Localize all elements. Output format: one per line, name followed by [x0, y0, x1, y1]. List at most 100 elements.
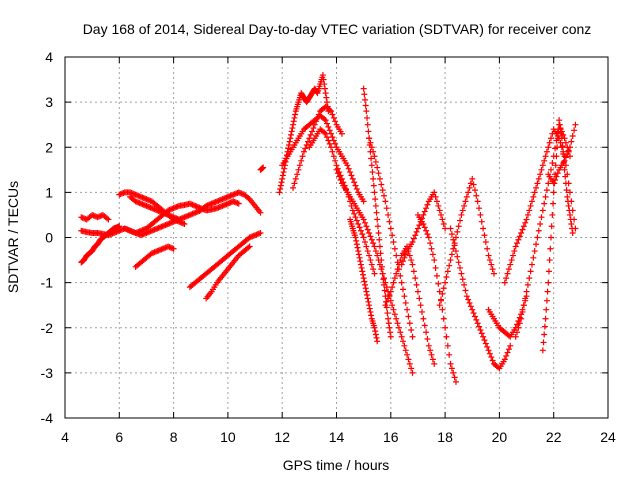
data-point: [455, 223, 462, 230]
data-point: [356, 224, 363, 231]
data-point: [572, 121, 579, 128]
data-point: [394, 266, 401, 273]
data-point: [381, 275, 388, 282]
data-point: [333, 166, 340, 173]
data-point: [550, 200, 557, 207]
data-point: [516, 320, 523, 327]
data-point: [310, 125, 317, 132]
data-point: [568, 220, 575, 227]
data-point: [409, 239, 416, 246]
data-point: [444, 268, 451, 275]
data-point: [355, 248, 362, 255]
data-point: [504, 270, 511, 277]
data-point: [474, 320, 481, 327]
data-point: [559, 143, 566, 150]
data-point: [395, 324, 402, 331]
data-point: [477, 327, 484, 334]
data-point: [489, 357, 496, 364]
data-point: [363, 243, 370, 250]
data-point: [368, 312, 375, 319]
data-point: [543, 187, 550, 194]
data-point: [470, 181, 477, 188]
data-point: [440, 285, 447, 292]
data-point: [353, 185, 360, 192]
data-point: [503, 275, 510, 282]
data-point: [302, 145, 309, 152]
data-point: [386, 324, 393, 331]
data-point: [408, 365, 415, 372]
data-point: [321, 85, 328, 92]
data-point: [409, 333, 416, 340]
chart-title: Day 168 of 2014, Sidereal Day-to-day VTE…: [83, 21, 592, 37]
data-point: [514, 240, 521, 247]
data-point: [410, 268, 417, 275]
data-point: [382, 302, 389, 309]
data-point: [440, 220, 447, 227]
data-point: [545, 268, 552, 275]
data-point: [450, 369, 457, 376]
data-point: [374, 252, 381, 259]
data-point: [535, 175, 542, 182]
y-axis-label: SDTVAR / TECUs: [5, 181, 21, 293]
data-point: [322, 90, 329, 97]
data-point: [519, 308, 526, 315]
data-point: [541, 157, 548, 164]
data-point: [509, 252, 516, 259]
data-point: [245, 195, 252, 202]
x-tick-label: 22: [546, 429, 562, 445]
data-point: [564, 198, 571, 205]
data-point: [315, 111, 322, 118]
data-point: [442, 225, 449, 232]
data-point: [368, 162, 375, 169]
data-point: [235, 200, 242, 207]
data-point: [372, 202, 379, 209]
data-point: [405, 356, 412, 363]
data-point: [393, 270, 400, 277]
data-point: [469, 306, 476, 313]
data-point: [278, 179, 285, 186]
data-point: [542, 153, 549, 160]
data-point: [419, 308, 426, 315]
data-point: [480, 225, 487, 232]
data-point: [369, 169, 376, 176]
data-point: [447, 360, 454, 367]
data-point: [362, 102, 369, 109]
data-point: [542, 193, 549, 200]
data-point: [338, 130, 345, 137]
data-point: [516, 233, 523, 240]
data-point: [364, 292, 371, 299]
data-point: [408, 257, 415, 264]
data-point: [285, 141, 292, 148]
data-point: [512, 333, 519, 340]
data-point: [357, 261, 364, 268]
data-point: [366, 305, 373, 312]
data-point: [373, 209, 380, 216]
data-point: [484, 245, 491, 252]
data-point: [477, 211, 484, 218]
data-point: [359, 271, 366, 278]
data-point: [515, 324, 522, 331]
data-point: [554, 144, 561, 151]
data-point: [424, 336, 431, 343]
data-point: [363, 288, 370, 295]
data-point: [420, 220, 427, 227]
data-point: [383, 205, 390, 212]
data-point: [347, 169, 354, 176]
data-point: [295, 166, 302, 173]
data-point: [485, 347, 492, 354]
data-point: [329, 111, 336, 118]
y-tick-label: -4: [41, 410, 54, 426]
data-point: [257, 229, 264, 236]
data-point: [448, 251, 455, 258]
data-point: [466, 299, 473, 306]
data-point: [277, 182, 284, 189]
data-point: [522, 295, 529, 302]
data-point: [260, 164, 267, 171]
data-point: [384, 310, 391, 317]
data-point: [537, 220, 544, 227]
data-point: [352, 214, 359, 221]
data-point: [383, 298, 390, 305]
data-point: [116, 223, 123, 230]
data-point: [319, 72, 326, 79]
